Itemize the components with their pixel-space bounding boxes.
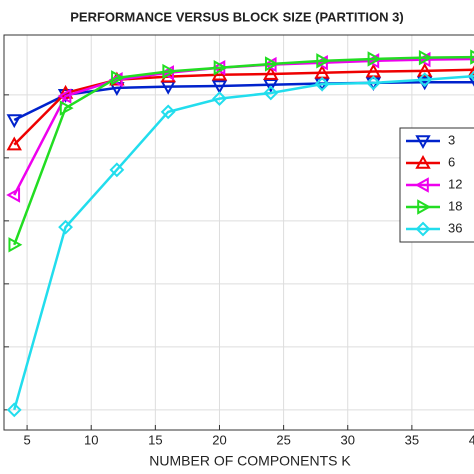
legend-marker bbox=[415, 135, 431, 150]
marker bbox=[6, 114, 22, 129]
marker bbox=[6, 402, 22, 418]
marker bbox=[314, 76, 330, 92]
legend-label: 12 bbox=[448, 176, 462, 191]
marker bbox=[468, 76, 474, 87]
marker bbox=[263, 85, 279, 101]
marker bbox=[367, 51, 382, 67]
series-line bbox=[13, 74, 474, 411]
x-tick-label: 15 bbox=[148, 432, 162, 447]
marker bbox=[468, 65, 474, 76]
marker bbox=[59, 100, 74, 116]
marker bbox=[212, 91, 227, 107]
legend-marker bbox=[415, 154, 431, 169]
marker bbox=[8, 237, 23, 253]
x-tick-label: 10 bbox=[84, 432, 98, 447]
marker bbox=[160, 104, 176, 120]
x-axis-label: NUMBER OF COMPONENTS K bbox=[149, 453, 351, 469]
legend-label: 36 bbox=[448, 220, 462, 235]
marker bbox=[6, 136, 22, 151]
x-tick-label: 20 bbox=[212, 432, 226, 447]
marker bbox=[468, 70, 474, 82]
x-tick-label: 35 bbox=[405, 432, 419, 447]
series-line bbox=[13, 55, 474, 246]
plot-frame bbox=[3, 34, 474, 431]
marker bbox=[211, 80, 228, 95]
marker bbox=[6, 187, 21, 203]
marker bbox=[108, 72, 123, 88]
marker bbox=[263, 78, 279, 93]
marker bbox=[213, 60, 228, 76]
series-line bbox=[13, 68, 474, 146]
marker bbox=[162, 63, 177, 80]
legend-label: 18 bbox=[448, 198, 462, 213]
series-line bbox=[13, 80, 474, 122]
marker bbox=[416, 62, 433, 77]
chart-title: PERFORMANCE VERSUS BLOCK SIZE (PARTITION… bbox=[70, 9, 403, 24]
marker bbox=[57, 88, 72, 104]
legend-marker bbox=[414, 177, 429, 193]
marker bbox=[417, 72, 433, 88]
marker bbox=[58, 219, 73, 235]
legend-label: 3 bbox=[448, 132, 455, 147]
x-tick-label: 5 bbox=[23, 432, 30, 447]
marker bbox=[263, 65, 279, 80]
legend-label: 6 bbox=[448, 154, 455, 169]
x-tick-label: 30 bbox=[341, 432, 355, 447]
marker bbox=[111, 70, 125, 86]
marker bbox=[365, 75, 381, 91]
marker bbox=[316, 53, 331, 69]
marker bbox=[418, 49, 433, 66]
marker bbox=[264, 56, 279, 72]
x-tick-label: 25 bbox=[276, 432, 290, 447]
x-tick-label: 40 bbox=[469, 432, 474, 447]
legend-marker bbox=[415, 221, 431, 237]
marker bbox=[211, 66, 228, 81]
marker bbox=[470, 49, 474, 65]
legend-marker bbox=[417, 199, 432, 215]
marker bbox=[109, 162, 125, 178]
